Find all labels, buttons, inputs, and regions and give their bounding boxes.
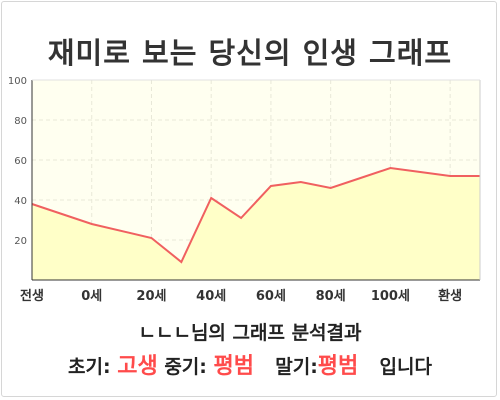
x-tick-label: 환생	[438, 288, 462, 304]
y-tick-label: 60	[14, 156, 27, 167]
y-tick-label: 100	[8, 76, 27, 87]
x-tick-label: 20세	[136, 289, 166, 304]
mid-label: 중기:	[164, 356, 207, 378]
x-tick-label: 100세	[371, 289, 410, 304]
suffix-text: 입니다	[379, 356, 432, 378]
analysis-summary: 초기: 고생 중기: 평범 말기:평범 입니다	[0, 348, 500, 380]
x-tick-label: 60세	[256, 289, 286, 304]
early-value: 고생	[117, 354, 158, 379]
x-tick-label: 전생	[20, 288, 44, 304]
late-label: 말기:	[275, 356, 318, 378]
y-tick-label: 40	[14, 196, 27, 207]
x-tick-label: 80세	[316, 289, 346, 304]
late-value: 평범	[317, 354, 359, 379]
x-tick-label: 0세	[81, 289, 102, 304]
y-tick-label: 20	[14, 236, 27, 247]
x-tick-label: 40세	[196, 289, 226, 304]
early-label: 초기:	[68, 356, 111, 378]
mid-value: 평범	[213, 354, 254, 379]
series-area	[32, 168, 480, 280]
series-line	[31, 166, 480, 264]
y-tick-label: 80	[14, 116, 27, 127]
analysis-heading: ㄴㄴㄴ님의 그래프 분석결과	[138, 322, 362, 344]
chart-title: 재미로 보는 당신의 인생 그래프	[47, 36, 453, 70]
